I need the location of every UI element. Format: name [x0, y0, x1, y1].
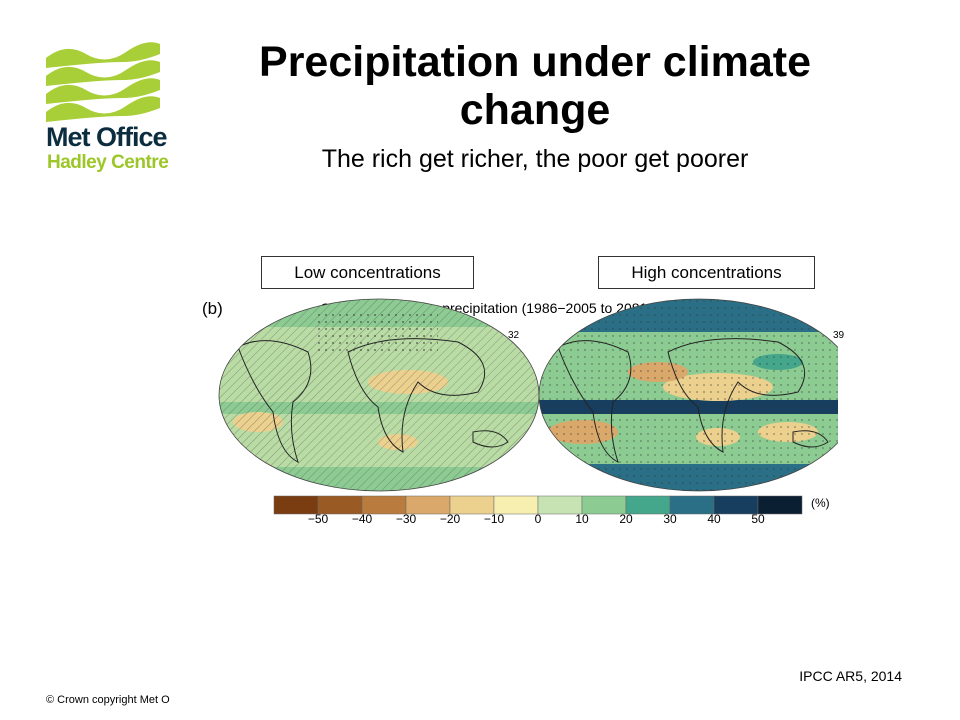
precipitation-maps-figure — [218, 298, 838, 515]
colorbar-tick-label: 20 — [619, 512, 633, 526]
logo-subname: Hadley Centre — [47, 152, 169, 173]
colorbar-tick-label: 40 — [707, 512, 721, 526]
slide-subtitle: The rich get richer, the poor get poorer — [321, 145, 749, 173]
colorbar-tick-label: 0 — [534, 512, 542, 526]
source-citation: IPCC AR5, 2014 — [799, 668, 902, 684]
colorbar-tick-label: 10 — [575, 512, 589, 526]
logo-waves-icon — [46, 42, 160, 122]
colorbar-tick-label: −10 — [483, 512, 505, 526]
model-count-low: 32 — [508, 330, 520, 341]
logo-name: Met Office — [46, 122, 168, 152]
colorbar-tick-label: −50 — [307, 512, 329, 526]
high-concentration-map — [539, 299, 838, 491]
model-count-high: 39 — [833, 330, 845, 341]
low-concentrations-label: Low concentrations — [261, 256, 474, 289]
colorbar-tick-label: −40 — [351, 512, 373, 526]
high-concentrations-label: High concentrations — [598, 256, 815, 289]
slide-title: Precipitation under climate change — [259, 38, 811, 134]
met-office-logo: Met Office Hadley Centre — [44, 40, 174, 180]
colorbar — [273, 495, 803, 515]
colorbar-tick-label: −30 — [395, 512, 417, 526]
colorbar-tick-label: −20 — [439, 512, 461, 526]
colorbar-tick-label: 50 — [751, 512, 765, 526]
figure-panel-label: (b) — [202, 299, 223, 318]
copyright-notice: © Crown copyright Met O — [46, 694, 170, 706]
colorbar-swatch — [757, 495, 803, 515]
low-concentration-map — [219, 299, 539, 491]
colorbar-unit: (%) — [811, 496, 830, 510]
colorbar-tick-label: 30 — [663, 512, 677, 526]
